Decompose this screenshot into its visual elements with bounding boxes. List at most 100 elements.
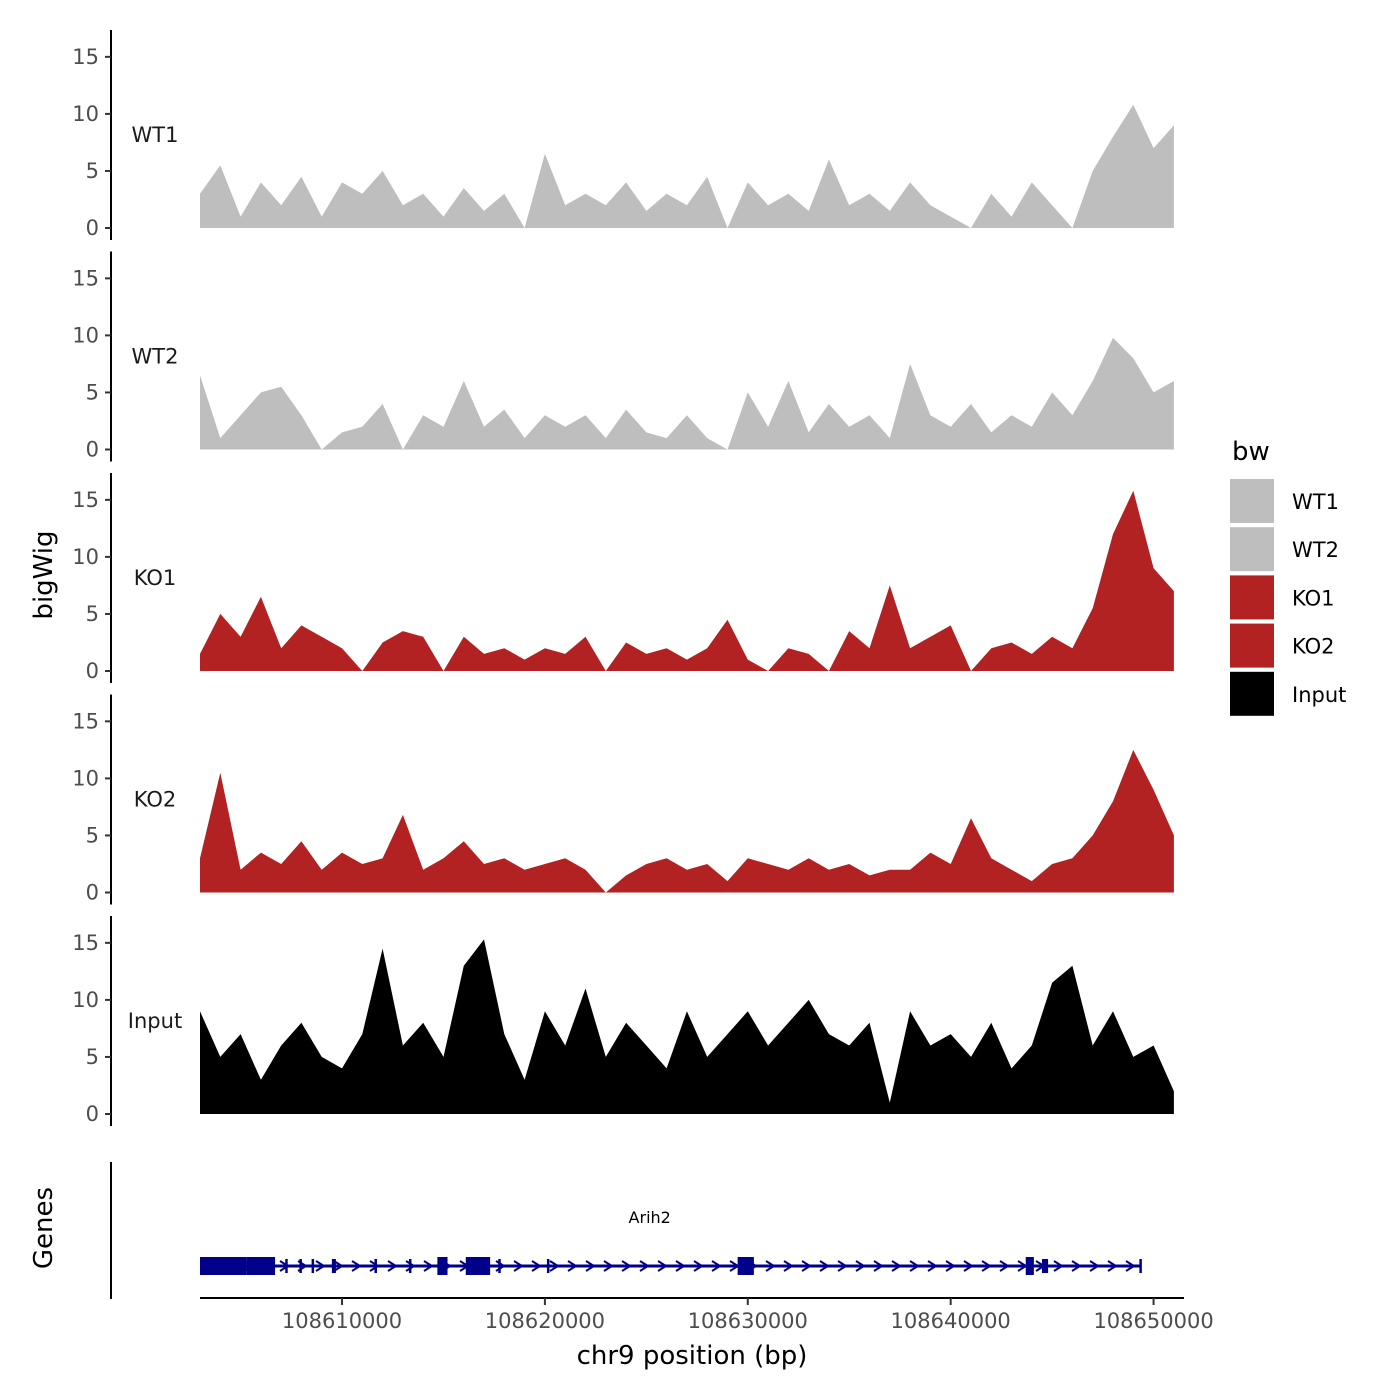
gene-strand-chevron: [837, 1260, 848, 1272]
gene-strand-chevron: [765, 1260, 776, 1272]
gene-strand-chevron: [963, 1260, 974, 1272]
legend-swatch: [1230, 575, 1274, 620]
gene-strand-chevron: [567, 1260, 578, 1272]
x-tick-label: 108610000: [282, 1309, 402, 1333]
gene-strand-chevron: [981, 1260, 992, 1272]
gene-arih2: Arih2: [200, 1208, 1142, 1275]
genes-panel: Genes Arih2: [29, 1162, 1142, 1299]
gene-exon: [437, 1257, 448, 1275]
legend-swatch: [1230, 623, 1274, 668]
gene-strand-chevron: [1107, 1260, 1118, 1272]
legend-label: KO1: [1292, 586, 1335, 610]
gene-strand-chevron: [513, 1260, 524, 1272]
gene-strand-chevron: [909, 1260, 920, 1272]
legend-entry: Input: [1230, 671, 1346, 716]
gene-strand-chevron: [873, 1260, 884, 1272]
legend-swatch: [1230, 527, 1274, 572]
track-wt2: 0 5 10 15 WT2: [72, 251, 1174, 462]
gene-strand-chevron: [351, 1260, 362, 1272]
y-tick-label: 10: [72, 988, 99, 1012]
legend-entry: WT2: [1230, 527, 1339, 572]
track-ko1: 0 5 10 15 KO1: [72, 473, 1174, 683]
legend: bw WT1 WT2 KO1 KO2 Input: [1230, 437, 1346, 716]
gene-strand-chevron: [369, 1260, 380, 1272]
x-tick-label: 108650000: [1093, 1309, 1213, 1333]
track-input: 0 5 10 15 Input: [72, 916, 1174, 1126]
x-axis: chr9 position (bp) 108610000 108620000 108…: [200, 1297, 1214, 1371]
y-tick-label: 0: [86, 881, 99, 905]
legend-title: bw: [1232, 437, 1270, 467]
gene-strand-chevron: [1089, 1260, 1100, 1272]
y-axis-title: bigWig: [29, 530, 59, 619]
track-area-wt2: [200, 337, 1174, 450]
gene-exon: [1041, 1259, 1049, 1273]
track-area-input: [200, 939, 1174, 1114]
y-tick-label: 15: [72, 488, 99, 512]
y-tick-label: 0: [86, 659, 99, 683]
track-label: Input: [128, 1009, 182, 1033]
track-wt1: 0 5 10 15 WT1: [72, 30, 1174, 240]
x-axis-title: chr9 position (bp): [577, 1341, 808, 1371]
gene-strand-chevron: [549, 1260, 560, 1272]
legend-swatch: [1230, 479, 1274, 523]
track-ko2: 0 5 10 15 KO2: [72, 694, 1174, 905]
gene-strand-chevron: [783, 1260, 794, 1272]
gene-strand-chevron: [531, 1260, 542, 1272]
gene-exon: [465, 1257, 491, 1275]
gene-strand-chevron: [423, 1260, 434, 1272]
y-tick-label: 15: [72, 45, 99, 69]
gene-exon: [285, 1259, 288, 1273]
genes-axis-title: Genes: [29, 1187, 59, 1269]
gene-strand-chevron: [1125, 1260, 1136, 1272]
track-label: KO1: [134, 566, 177, 590]
gene-exon: [408, 1259, 412, 1273]
y-tick-label: 5: [86, 823, 99, 847]
y-tick-label: 5: [86, 159, 99, 183]
y-tick-label: 0: [86, 216, 99, 240]
gene-strand-chevron: [1071, 1260, 1082, 1272]
track-area-ko1: [200, 490, 1174, 671]
gene-strand-chevron: [639, 1260, 650, 1272]
gene-strand-chevron: [621, 1260, 632, 1272]
track-label: WT2: [132, 345, 179, 369]
gene-exon: [331, 1259, 336, 1273]
gene-strand-chevron: [927, 1260, 938, 1272]
gene-strand-chevron: [387, 1260, 398, 1272]
gene-exon: [299, 1259, 302, 1273]
legend-label: WT2: [1292, 538, 1339, 562]
gene-exon: [498, 1259, 501, 1273]
y-tick-label: 10: [72, 766, 99, 790]
tracks-group: 0 5 10 15 WT1 0 5 10 15 WT2 0 5 10 15 KO1 0 5 10 15 KO2 0 5 10…: [72, 30, 1174, 1126]
gene-strand-chevron: [801, 1260, 812, 1272]
gene-label: Arih2: [629, 1208, 671, 1227]
gene-exon: [546, 1259, 550, 1273]
x-tick-label: 108640000: [891, 1309, 1011, 1333]
y-tick-label: 15: [72, 709, 99, 733]
legend-entry: KO2: [1230, 623, 1335, 668]
gene-exon: [737, 1257, 754, 1275]
y-tick-label: 0: [86, 1102, 99, 1126]
y-tick-label: 5: [86, 602, 99, 626]
gene-exon: [1139, 1259, 1142, 1273]
gene-strand-chevron: [711, 1260, 722, 1272]
gene-strand-chevron: [1053, 1260, 1064, 1272]
gene-strand-chevron: [657, 1260, 668, 1272]
track-area-wt1: [200, 104, 1174, 228]
track-label: KO2: [134, 788, 177, 812]
gene-strand-chevron: [945, 1260, 956, 1272]
y-tick-label: 10: [72, 102, 99, 126]
y-tick-label: 15: [72, 931, 99, 955]
gene-strand-chevron: [315, 1260, 326, 1272]
y-tick-label: 0: [86, 438, 99, 462]
gene-strand-chevron: [405, 1260, 416, 1272]
y-tick-label: 5: [86, 1045, 99, 1069]
gene-strand-chevron: [585, 1260, 596, 1272]
y-tick-label: 5: [86, 380, 99, 404]
x-tick-label: 108630000: [688, 1309, 808, 1333]
gene-strand-chevron: [333, 1260, 344, 1272]
legend-entry: KO1: [1230, 575, 1335, 620]
y-axis-title-group: bigWig: [29, 530, 59, 619]
legend-label: WT1: [1292, 490, 1339, 514]
legend-label: KO2: [1292, 635, 1335, 659]
